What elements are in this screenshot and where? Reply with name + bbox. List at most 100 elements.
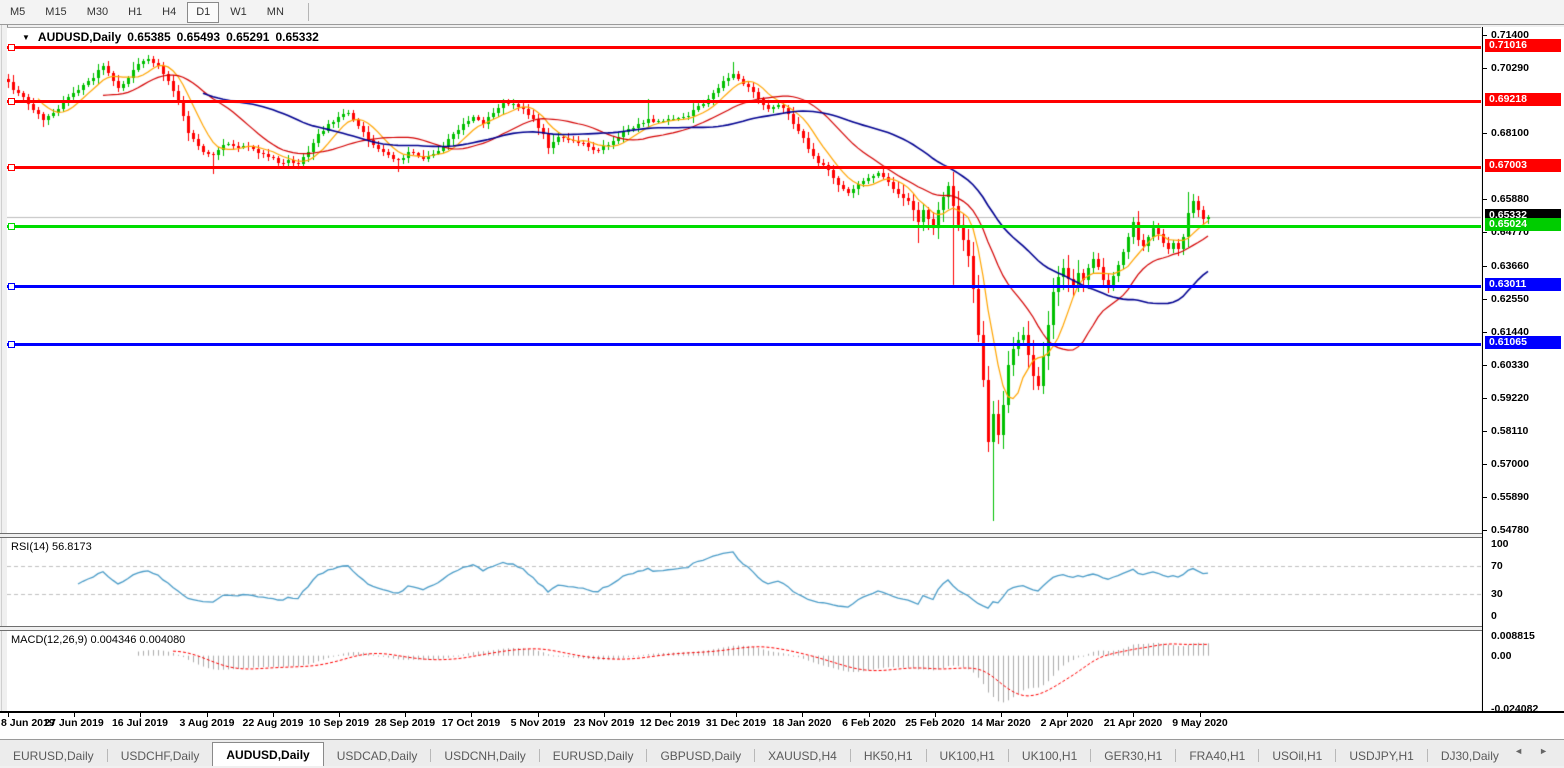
x-axis-label: 9 May 2020 [1172, 717, 1228, 729]
horizontal-line-0.69218[interactable] [7, 100, 1481, 103]
chart-tab-uk100-h1[interactable]: UK100,H1 [939, 749, 995, 763]
chart-tab-eurusd-daily[interactable]: EURUSD,Daily [552, 749, 634, 763]
timeframe-button-h1[interactable]: H1 [128, 6, 143, 18]
macd-label: MACD(12,26,9) 0.004346 0.004080 [11, 634, 186, 646]
rsi-indicator-pane[interactable]: RSI(14) 56.8173 [7, 538, 1481, 626]
rsi-label: RSI(14) 56.8173 [11, 541, 92, 553]
chart-tab-ger30-h1[interactable]: GER30,H1 [1104, 749, 1163, 763]
y-axis-tick [1483, 365, 1487, 366]
timeframe-button-m30[interactable]: M30 [86, 6, 109, 18]
tab-scroll-arrows: ◄ ► [1514, 746, 1548, 756]
x-axis-label: 22 Aug 2019 [242, 717, 304, 729]
price-badge-0.69218: 0.69218 [1485, 93, 1561, 106]
y-axis-label: 0.63660 [1491, 260, 1529, 272]
horizontal-line-0.67003[interactable] [7, 166, 1481, 169]
chart-tab-gbpusd-daily[interactable]: GBPUSD,Daily [660, 749, 742, 763]
line-drag-handle-0.71016[interactable] [8, 44, 15, 51]
horizontal-line-0.63011[interactable] [7, 285, 1481, 288]
chart-tab-dj30-daily[interactable]: DJ30,Daily [1440, 749, 1499, 763]
y-axis-label: 0.57000 [1491, 458, 1529, 470]
x-axis-tick [74, 713, 75, 717]
x-axis-label: 10 Sep 2019 [308, 717, 370, 729]
y-axis-tick [1483, 68, 1487, 69]
pane-splitter-rsi[interactable] [0, 533, 1564, 538]
x-axis-label: 2 Apr 2020 [1040, 717, 1094, 729]
date-axis[interactable]: 8 Jun 2019 27 Jun 2019 16 Jul 2019 3 Aug 20… [0, 713, 1564, 739]
x-axis-label: 3 Aug 2019 [179, 717, 235, 729]
chart-tab-fra40-h1[interactable]: FRA40,H1 [1189, 749, 1246, 763]
y-axis-label: 0.65880 [1491, 193, 1529, 205]
y-axis-label: 0.70290 [1491, 62, 1529, 74]
toolbar-separator [307, 3, 309, 21]
timeframe-button-mn[interactable]: MN [266, 6, 284, 18]
timeframe-button-h4[interactable]: H4 [162, 6, 177, 18]
tab-divider [1335, 749, 1337, 762]
tab-divider [1258, 749, 1260, 762]
x-axis-tick [8, 713, 9, 717]
rsi-canvas[interactable] [7, 538, 1481, 626]
line-drag-handle-0.67003[interactable] [8, 164, 15, 171]
x-axis-tick [869, 713, 870, 717]
x-axis-tick [405, 713, 406, 717]
timeframe-button-m15[interactable]: M15 [45, 6, 67, 18]
x-axis-label: 27 Jun 2019 [44, 717, 104, 729]
chart-title: ▼ AUDUSD,Daily 0.65385 0.65493 0.65291 0.6533… [22, 30, 319, 44]
x-axis-tick [207, 713, 208, 717]
chart-tab-usdcad-daily[interactable]: USDCAD,Daily [336, 749, 418, 763]
chart-tab-audusd-daily[interactable]: AUDUSD,Daily [212, 742, 324, 767]
timeframe-button-w1[interactable]: W1 [230, 6, 247, 18]
tab-scroll-right-button[interactable]: ► [1539, 746, 1548, 756]
tab-scroll-left-button[interactable]: ◄ [1514, 746, 1524, 756]
rsi-axis-label: 30 [1491, 588, 1503, 600]
x-axis-tick [604, 713, 605, 717]
horizontal-line-0.65024[interactable] [7, 225, 1481, 228]
timeframe-button-d1[interactable]: D1 [187, 1, 220, 23]
chart-tab-bar: EURUSD,Daily USDCHF,Daily AUDUSD,Daily USDC… [0, 739, 1564, 767]
timeframe-button-m5[interactable]: M5 [10, 6, 26, 18]
chart-tab-uk100-h1[interactable]: UK100,H1 [1021, 749, 1078, 763]
y-axis-tick [1483, 35, 1487, 36]
chart-symbol-label: AUDUSD,Daily [37, 30, 122, 44]
ohlc-low: 0.65291 [226, 30, 270, 44]
y-axis-label: 0.71400 [1491, 29, 1529, 41]
chart-dropdown-icon[interactable]: ▼ [22, 33, 30, 42]
tab-divider [925, 749, 927, 762]
chart-tab-usoil-h1[interactable]: USOil,H1 [1272, 749, 1323, 763]
line-drag-handle-0.69218[interactable] [8, 98, 15, 105]
x-axis-label: 23 Nov 2019 [573, 717, 635, 729]
x-axis-label: 25 Feb 2020 [905, 717, 965, 729]
macd-canvas[interactable] [7, 631, 1481, 711]
x-axis-tick [1200, 713, 1201, 717]
x-axis-line [0, 711, 1564, 713]
chart-tab-xauusd-h4[interactable]: XAUUSD,H4 [768, 749, 837, 763]
y-axis-label: 0.62550 [1491, 293, 1529, 305]
line-drag-handle-0.61065[interactable] [8, 341, 15, 348]
y-axis-label: 0.68100 [1491, 127, 1529, 139]
window-bottom-edge [0, 766, 1564, 768]
price-chart-canvas[interactable] [7, 28, 1481, 534]
horizontal-line-0.61065[interactable] [7, 343, 1481, 346]
y-axis-tick [1483, 133, 1487, 134]
ohlc-close: 0.65332 [275, 30, 319, 44]
price-chart-pane[interactable] [7, 27, 1481, 534]
x-axis-tick [1133, 713, 1134, 717]
pane-splitter-macd[interactable] [0, 626, 1564, 631]
price-badge-0.67003: 0.67003 [1485, 159, 1561, 172]
line-drag-handle-0.63011[interactable] [8, 283, 15, 290]
tab-divider [1175, 749, 1177, 762]
y-axis-label: 0.60330 [1491, 359, 1529, 371]
chart-tab-eurusd-daily[interactable]: EURUSD,Daily [13, 749, 94, 763]
chart-tab-hk50-h1[interactable]: HK50,H1 [863, 749, 913, 763]
x-axis-label: 28 Sep 2019 [374, 717, 436, 729]
y-axis-tick [1483, 530, 1487, 531]
chart-tab-usdchf-daily[interactable]: USDCHF,Daily [120, 749, 200, 763]
macd-indicator-pane[interactable]: MACD(12,26,9) 0.004346 0.004080 [7, 631, 1481, 711]
y-axis-tick [1483, 199, 1487, 200]
chart-tab-usdcnh-daily[interactable]: USDCNH,Daily [444, 749, 526, 763]
chart-tab-usdjpy-h1[interactable]: USDJPY,H1 [1349, 749, 1414, 763]
tab-divider [1426, 749, 1428, 762]
line-drag-handle-0.65024[interactable] [8, 223, 15, 230]
x-axis-tick [802, 713, 803, 717]
price-axis[interactable]: 0.71016 0.69218 0.67003 0.65332 0.65024 0.630… [1482, 27, 1564, 715]
horizontal-line-0.71016[interactable] [7, 46, 1481, 49]
